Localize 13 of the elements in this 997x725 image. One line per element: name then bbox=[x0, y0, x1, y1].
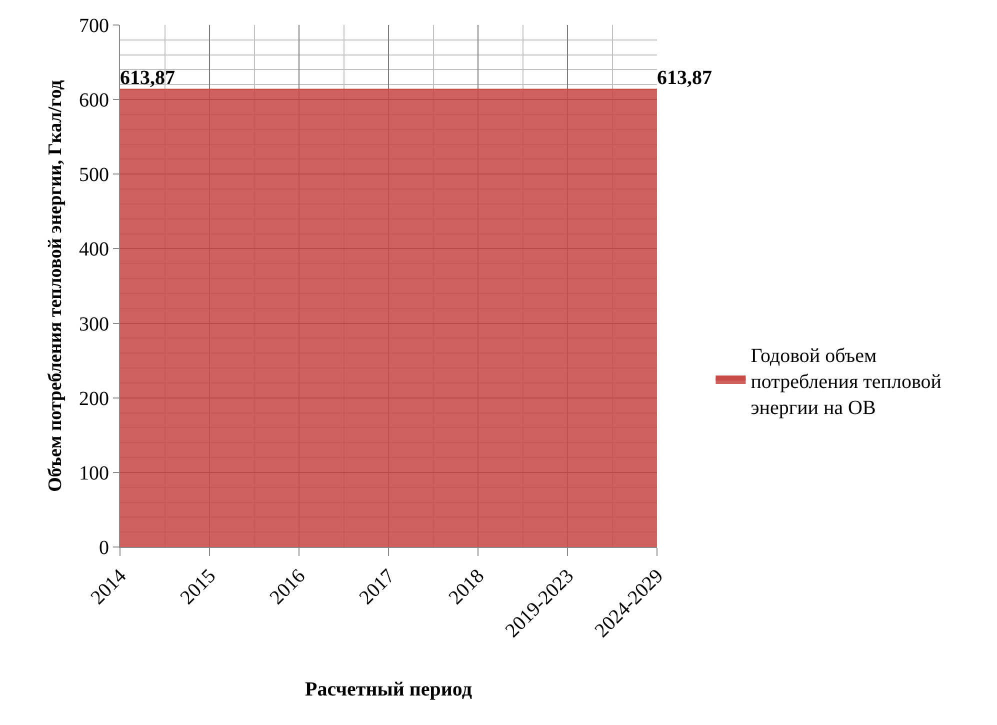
y-tick-label: 600 bbox=[79, 90, 109, 112]
data-label: 613,87 bbox=[657, 67, 712, 90]
y-tick-label: 200 bbox=[79, 388, 109, 410]
y-tick-label: 300 bbox=[79, 313, 109, 336]
y-tick-label: 700 bbox=[79, 15, 109, 37]
y-axis-title: Объем потребления тепловой энергии, Гкал/год bbox=[44, 80, 66, 492]
y-tick-label: 400 bbox=[79, 238, 109, 261]
x-axis-title: Расчетный период bbox=[305, 678, 472, 700]
data-label: 613,87 bbox=[120, 67, 175, 90]
legend-label: Годовой объем потребления тепловой энергии на ОВ bbox=[750, 344, 942, 419]
y-tick-label: 100 bbox=[79, 462, 109, 484]
y-tick-label: 500 bbox=[79, 164, 109, 186]
y-tick-label: 0 bbox=[99, 537, 109, 559]
